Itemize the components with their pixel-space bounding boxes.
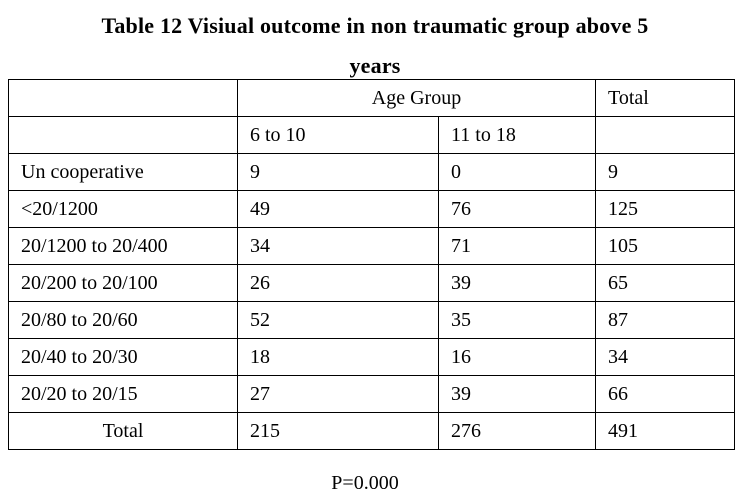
- cell-total: 65: [595, 264, 735, 302]
- cell-total: 9: [595, 153, 735, 191]
- subheader-6-to-10: 6 to 10: [237, 116, 439, 154]
- subheader-empty-cell: [8, 116, 238, 154]
- cell-11-to-18: 16: [438, 338, 596, 376]
- cell-total: 105: [595, 227, 735, 265]
- row-label: 20/40 to 20/30: [8, 338, 238, 376]
- table-row: 20/20 to 20/15 27 39 66: [8, 375, 735, 413]
- table-row: 20/200 to 20/100 26 39 65: [8, 264, 735, 302]
- table-title: Table 12 Visiual outcome in non traumati…: [0, 6, 750, 86]
- cell-total: 491: [595, 412, 735, 450]
- cell-total: 34: [595, 338, 735, 376]
- cell-6-to-10: 18: [237, 338, 439, 376]
- cell-11-to-18: 39: [438, 375, 596, 413]
- header-row: Age Group Total: [8, 79, 735, 117]
- table-row: 20/40 to 20/30 18 16 34: [8, 338, 735, 376]
- subheader-row: 6 to 10 11 to 18: [8, 116, 735, 154]
- row-label: 20/200 to 20/100: [8, 264, 238, 302]
- subheader-11-to-18: 11 to 18: [438, 116, 596, 154]
- cell-11-to-18: 276: [438, 412, 596, 450]
- cell-11-to-18: 71: [438, 227, 596, 265]
- cell-11-to-18: 76: [438, 190, 596, 228]
- cell-11-to-18: 39: [438, 264, 596, 302]
- header-age-group: Age Group: [237, 79, 596, 117]
- cell-6-to-10: 215: [237, 412, 439, 450]
- cell-6-to-10: 9: [237, 153, 439, 191]
- subheader-total-empty-cell: [595, 116, 735, 154]
- cell-6-to-10: 27: [237, 375, 439, 413]
- row-label: Un cooperative: [8, 153, 238, 191]
- cell-total: 87: [595, 301, 735, 339]
- cell-11-to-18: 0: [438, 153, 596, 191]
- cell-11-to-18: 35: [438, 301, 596, 339]
- header-empty-cell: [8, 79, 238, 117]
- cell-6-to-10: 34: [237, 227, 439, 265]
- cell-total: 125: [595, 190, 735, 228]
- row-label: 20/20 to 20/15: [8, 375, 238, 413]
- visual-outcome-table: Age Group Total 6 to 10 11 to 18 Un coop…: [8, 79, 735, 450]
- total-row: Total 215 276 491: [8, 412, 735, 450]
- row-label: <20/1200: [8, 190, 238, 228]
- cell-6-to-10: 52: [237, 301, 439, 339]
- table-row: <20/1200 49 76 125: [8, 190, 735, 228]
- cell-6-to-10: 49: [237, 190, 439, 228]
- p-value-footnote: P=0.000: [331, 472, 399, 494]
- row-label: 20/1200 to 20/400: [8, 227, 238, 265]
- table-row: 20/1200 to 20/400 34 71 105: [8, 227, 735, 265]
- row-label: 20/80 to 20/60: [8, 301, 238, 339]
- total-row-label: Total: [8, 412, 238, 450]
- header-total: Total: [595, 79, 735, 117]
- table-row: 20/80 to 20/60 52 35 87: [8, 301, 735, 339]
- cell-6-to-10: 26: [237, 264, 439, 302]
- cell-total: 66: [595, 375, 735, 413]
- table-title-line-2: years: [349, 53, 401, 78]
- table-row: Un cooperative 9 0 9: [8, 153, 735, 191]
- table-title-line-1: Table 12 Visiual outcome in non traumati…: [101, 13, 649, 38]
